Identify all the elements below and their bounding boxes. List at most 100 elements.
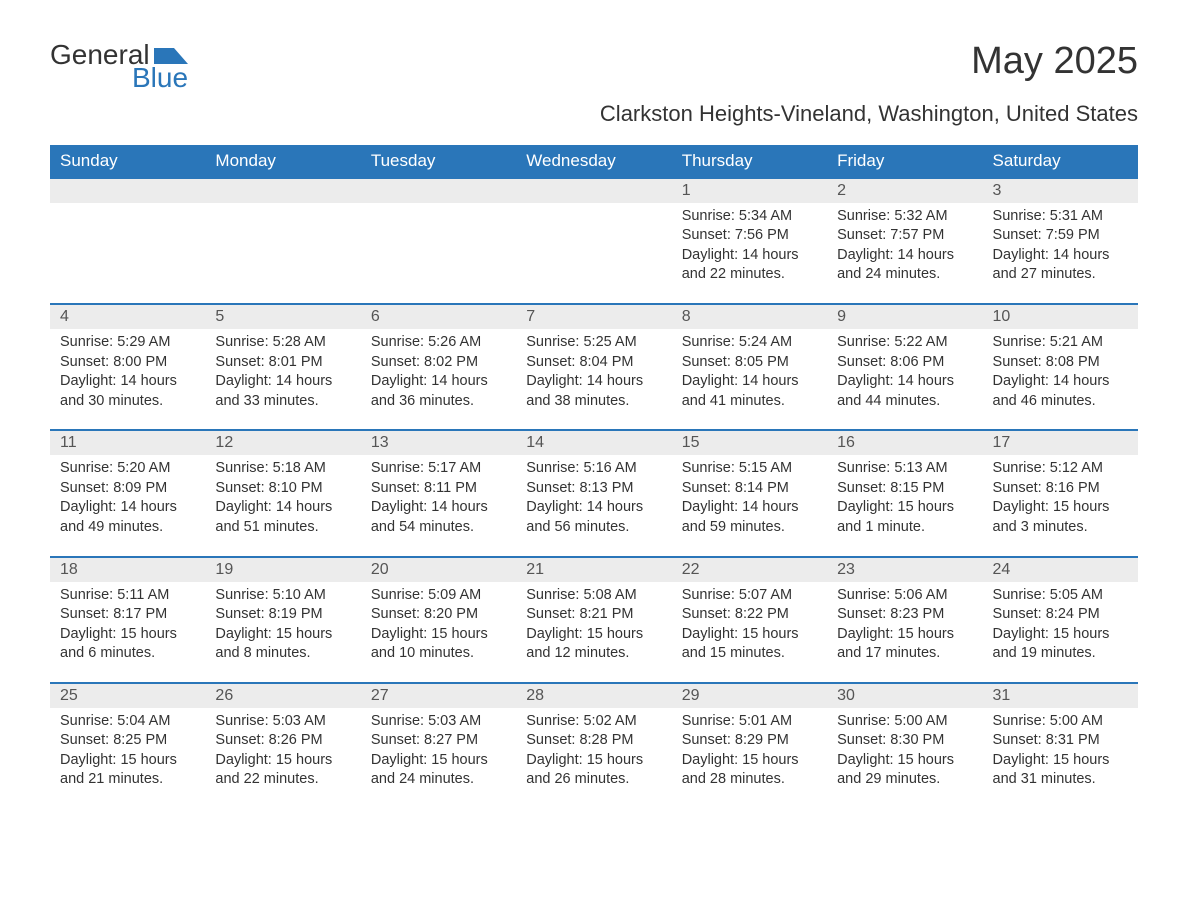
sunrise-line: Sunrise: 5:09 AM xyxy=(371,586,506,606)
brand-word-2: Blue xyxy=(132,63,188,92)
daylight-line: Daylight: 14 hours and 41 minutes. xyxy=(682,372,817,411)
calendar-day-number: 7 xyxy=(516,304,671,329)
calendar-day-detail: Sunrise: 5:32 AMSunset: 7:57 PMDaylight:… xyxy=(827,203,982,304)
calendar-detail-row: Sunrise: 5:29 AMSunset: 8:00 PMDaylight:… xyxy=(50,329,1138,430)
calendar-day-number: 14 xyxy=(516,430,671,455)
calendar-detail-row: Sunrise: 5:11 AMSunset: 8:17 PM Daylight:… xyxy=(50,582,1138,683)
daylight-line: Daylight: 15 hours and 12 minutes. xyxy=(526,625,661,664)
calendar-day-detail: Sunrise: 5:08 AMSunset: 8:21 PMDaylight:… xyxy=(516,582,671,683)
sunrise-line: Sunrise: 5:25 AM xyxy=(526,333,661,353)
weekday-header: Sunday xyxy=(50,145,205,178)
calendar-daynum-row: 45678910 xyxy=(50,304,1138,329)
sunrise-line: Sunrise: 5:17 AM xyxy=(371,459,506,479)
sunset-line: Sunset: 7:56 PM xyxy=(682,226,817,246)
sunset-line: Sunset: 8:25 PM xyxy=(60,731,195,751)
calendar-day-detail: Sunrise: 5:05 AMSunset: 8:24 PMDaylight:… xyxy=(983,582,1138,683)
daylight-line: Daylight: 14 hours and 30 minutes. xyxy=(60,372,195,411)
calendar-day-number: 5 xyxy=(205,304,360,329)
sunrise-line: Sunrise: 5:22 AM xyxy=(837,333,972,353)
calendar-day-number: 17 xyxy=(983,430,1138,455)
calendar-day-detail: Sunrise: 5:15 AMSunset: 8:14 PMDaylight:… xyxy=(672,455,827,556)
calendar-day-detail: Sunrise: 5:28 AMSunset: 8:01 PMDaylight:… xyxy=(205,329,360,430)
calendar-day-detail: Sunrise: 5:29 AMSunset: 8:00 PMDaylight:… xyxy=(50,329,205,430)
sunset-line: Sunset: 8:21 PM xyxy=(526,605,661,625)
calendar-day-number: 1 xyxy=(672,178,827,203)
location-subtitle: Clarkston Heights-Vineland, Washington, … xyxy=(50,101,1138,127)
calendar-day-number: 22 xyxy=(672,557,827,582)
daylight-line: Daylight: 14 hours and 59 minutes. xyxy=(682,498,817,537)
calendar-day-number: 11 xyxy=(50,430,205,455)
calendar-day-number: 20 xyxy=(361,557,516,582)
sunrise-line: Sunrise: 5:08 AM xyxy=(526,586,661,606)
calendar-day-detail: Sunrise: 5:22 AMSunset: 8:06 PMDaylight:… xyxy=(827,329,982,430)
calendar-day-number: 21 xyxy=(516,557,671,582)
calendar-day-detail: Sunrise: 5:13 AMSunset: 8:15 PMDaylight:… xyxy=(827,455,982,556)
sunrise-line: Sunrise: 5:21 AM xyxy=(993,333,1128,353)
sunset-line: Sunset: 8:06 PM xyxy=(837,353,972,373)
calendar-day-number: 23 xyxy=(827,557,982,582)
sunrise-line: Sunrise: 5:05 AM xyxy=(993,586,1128,606)
sunrise-line: Sunrise: 5:01 AM xyxy=(682,712,817,732)
calendar-day-detail: Sunrise: 5:26 AMSunset: 8:02 PMDaylight:… xyxy=(361,329,516,430)
sunset-line: Sunset: 8:30 PM xyxy=(837,731,972,751)
calendar-day-detail: Sunrise: 5:01 AMSunset: 8:29 PMDaylight:… xyxy=(672,708,827,808)
sunset-line: Sunset: 7:57 PM xyxy=(837,226,972,246)
sunrise-line: Sunrise: 5:11 AM xyxy=(60,586,195,606)
calendar-day-number: 28 xyxy=(516,683,671,708)
sunset-line: Sunset: 7:59 PM xyxy=(993,226,1128,246)
sunrise-line: Sunrise: 5:18 AM xyxy=(215,459,350,479)
calendar-detail-row: Sunrise: 5:20 AMSunset: 8:09 PMDaylight:… xyxy=(50,455,1138,556)
calendar-day-detail: Sunrise: 5:12 AMSunset: 8:16 PMDaylight:… xyxy=(983,455,1138,556)
calendar-day-detail: Sunrise: 5:25 AMSunset: 8:04 PMDaylight:… xyxy=(516,329,671,430)
weekday-header: Tuesday xyxy=(361,145,516,178)
weekday-header: Saturday xyxy=(983,145,1138,178)
daylight-line: Daylight: 14 hours and 33 minutes. xyxy=(215,372,350,411)
calendar-day-detail: Sunrise: 5:11 AMSunset: 8:17 PMDaylight:… xyxy=(50,582,205,683)
calendar-day-number: 8 xyxy=(672,304,827,329)
weekday-header-row: SundayMondayTuesdayWednesdayThursdayFrid… xyxy=(50,145,1138,178)
calendar-day-detail: Sunrise: 5:31 AMSunset: 7:59 PMDaylight:… xyxy=(983,203,1138,304)
calendar-daynum-row: 18192021222324 xyxy=(50,557,1138,582)
calendar-detail-row: Sunrise: 5:34 AMSunset: 7:56 PMDaylight:… xyxy=(50,203,1138,304)
calendar-day-number: 18 xyxy=(50,557,205,582)
weekday-header: Friday xyxy=(827,145,982,178)
calendar-table: SundayMondayTuesdayWednesdayThursdayFrid… xyxy=(50,145,1138,808)
weekday-header: Thursday xyxy=(672,145,827,178)
sunrise-line: Sunrise: 5:16 AM xyxy=(526,459,661,479)
sunset-line: Sunset: 8:17 PM xyxy=(60,605,195,625)
sunrise-line: Sunrise: 5:12 AM xyxy=(993,459,1128,479)
daylight-line: Daylight: 15 hours and 10 minutes. xyxy=(371,625,506,664)
calendar-day-detail: Sunrise: 5:10 AMSunset: 8:19 PMDaylight:… xyxy=(205,582,360,683)
sunrise-line: Sunrise: 5:34 AM xyxy=(682,207,817,227)
sunrise-line: Sunrise: 5:02 AM xyxy=(526,712,661,732)
calendar-daynum-row: 25262728293031 xyxy=(50,683,1138,708)
calendar-day-number: 29 xyxy=(672,683,827,708)
sunset-line: Sunset: 8:08 PM xyxy=(993,353,1128,373)
sunrise-line: Sunrise: 5:03 AM xyxy=(371,712,506,732)
calendar-detail-row: Sunrise: 5:04 AMSunset: 8:25 PMDaylight:… xyxy=(50,708,1138,808)
calendar-blank-cell xyxy=(516,178,671,203)
sunrise-line: Sunrise: 5:06 AM xyxy=(837,586,972,606)
calendar-day-number: 26 xyxy=(205,683,360,708)
daylight-line: Daylight: 15 hours and 24 minutes. xyxy=(371,751,506,790)
calendar-blank-cell xyxy=(50,178,205,203)
daylight-line: Daylight: 15 hours and 8 minutes. xyxy=(215,625,350,664)
calendar-day-number: 24 xyxy=(983,557,1138,582)
sunset-line: Sunset: 8:02 PM xyxy=(371,353,506,373)
sunrise-line: Sunrise: 5:26 AM xyxy=(371,333,506,353)
sunrise-line: Sunrise: 5:07 AM xyxy=(682,586,817,606)
calendar-day-number: 19 xyxy=(205,557,360,582)
sunset-line: Sunset: 8:16 PM xyxy=(993,479,1128,499)
daylight-line: Daylight: 15 hours and 19 minutes. xyxy=(993,625,1128,664)
sunset-line: Sunset: 8:26 PM xyxy=(215,731,350,751)
daylight-line: Daylight: 14 hours and 22 minutes. xyxy=(682,246,817,285)
sunset-line: Sunset: 8:22 PM xyxy=(682,605,817,625)
sunrise-line: Sunrise: 5:29 AM xyxy=(60,333,195,353)
calendar-day-detail: Sunrise: 5:18 AMSunset: 8:10 PMDaylight:… xyxy=(205,455,360,556)
sunrise-line: Sunrise: 5:31 AM xyxy=(993,207,1128,227)
sunset-line: Sunset: 8:05 PM xyxy=(682,353,817,373)
sunrise-line: Sunrise: 5:32 AM xyxy=(837,207,972,227)
sunset-line: Sunset: 8:27 PM xyxy=(371,731,506,751)
sunrise-line: Sunrise: 5:00 AM xyxy=(993,712,1128,732)
daylight-line: Daylight: 14 hours and 49 minutes. xyxy=(60,498,195,537)
